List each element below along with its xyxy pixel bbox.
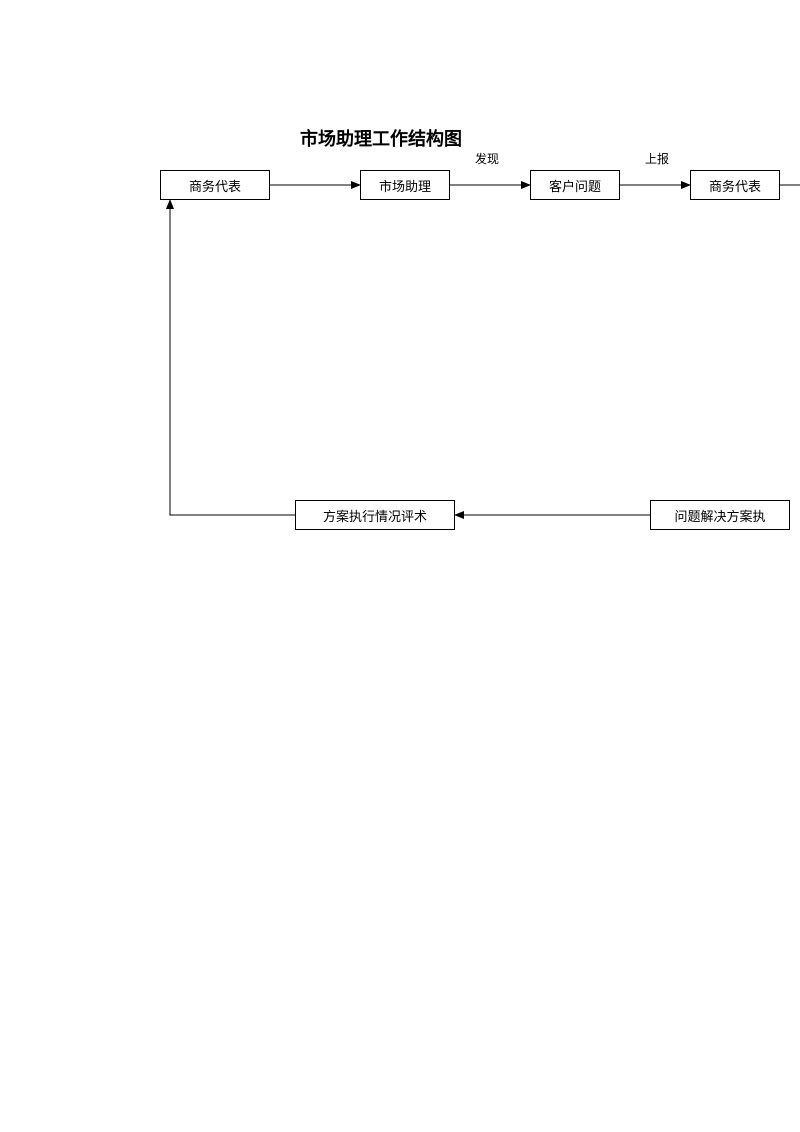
node-execution-review: 方案执行情况评术 (295, 500, 455, 530)
edge-label-report: 上报 (645, 150, 669, 167)
node-label: 方案执行情况评术 (323, 506, 427, 525)
node-label: 问题解决方案执 (674, 506, 765, 525)
node-business-rep-2: 商务代表 (690, 170, 780, 200)
node-label: 客户问题 (549, 176, 601, 195)
node-market-assistant: 市场助理 (360, 170, 450, 200)
node-label: 市场助理 (379, 176, 431, 195)
node-customer-problem: 客户问题 (530, 170, 620, 200)
node-label: 商务代表 (189, 176, 241, 195)
diagram-title: 市场助理工作结构图 (300, 125, 462, 151)
node-business-rep-1: 商务代表 (160, 170, 270, 200)
node-label: 商务代表 (709, 176, 761, 195)
node-solution-exec: 问题解决方案执 (650, 500, 790, 530)
edge-label-discover: 发现 (475, 150, 499, 167)
